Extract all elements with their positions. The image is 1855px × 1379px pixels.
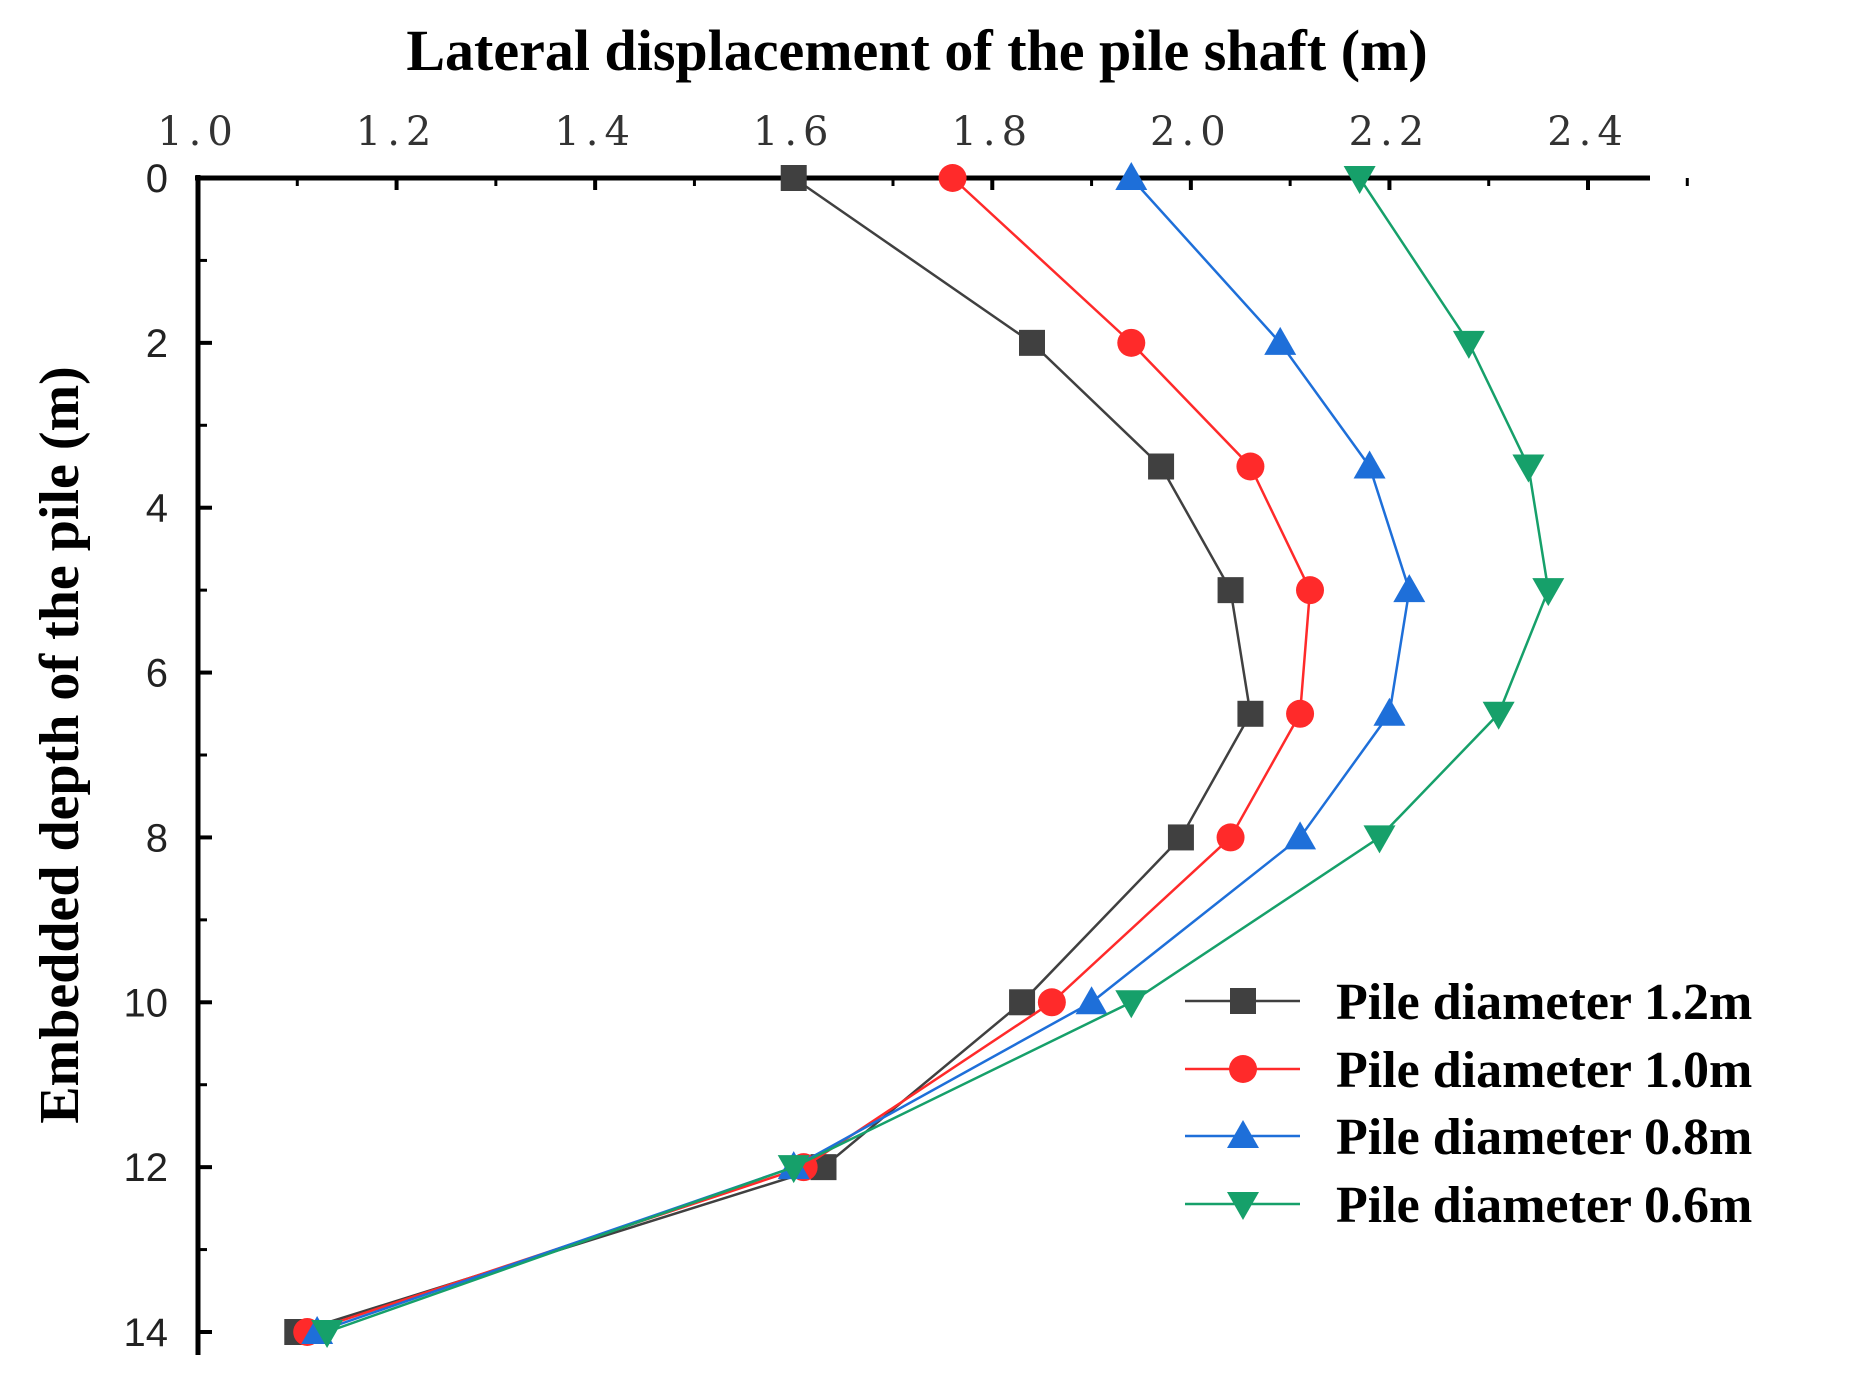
data-point-marker [1343,166,1376,194]
x-tick-label: 1.0 [157,109,239,155]
x-tick-label: 1.2 [356,109,438,155]
data-point-marker [1353,450,1386,479]
y-tick-label: 8 [146,816,168,860]
data-point-marker [1532,578,1565,607]
series-0 [284,165,1264,1345]
y-tick-label: 0 [146,157,168,201]
data-point-marker [1237,700,1264,727]
legend-label: Pile diameter 1.0m [1336,1042,1752,1099]
data-point-marker [1216,823,1245,852]
data-point-marker [1264,326,1297,355]
y-tick-label: 10 [124,981,169,1025]
axis-ticks: 1.0 1.2 1.4 1.6 1.8 2.0 2.2 2.4 0 2 4 6 8 10 12 14 [124,109,1689,1355]
data-point-marker [1512,454,1545,483]
data-point-marker [1217,577,1244,604]
y-axis-title: Embedded depth of the pile (m) [29,366,91,1124]
legend-label: Pile diameter 0.8m [1336,1109,1752,1166]
series-3 [311,166,1565,1348]
series-line [316,177,1411,1334]
legend: Pile diameter 1.2m Pile diameter 1.0m Pile… [1185,974,1752,1234]
data-point-marker [777,1155,810,1184]
series-line [296,176,1252,1334]
data-point-marker [1296,576,1324,605]
legend-item: Pile diameter 0.6m [1185,1177,1752,1234]
legend-marker [1227,1192,1259,1220]
legend-marker [1227,1120,1259,1148]
series-layer [284,162,1565,1348]
data-point-marker [1482,701,1515,730]
x-tick-label: 1.6 [753,109,835,155]
legend-item: Pile diameter 1.2m [1185,974,1752,1031]
data-point-marker [1393,574,1426,603]
legend-label: Pile diameter 0.6m [1336,1177,1752,1234]
y-tick-label: 2 [146,322,168,366]
data-point-marker [780,165,807,191]
data-point-marker [1148,453,1175,480]
data-point-marker [1284,821,1317,850]
legend-label: Pile diameter 1.2m [1336,974,1752,1031]
y-tick-label: 4 [146,487,168,531]
series-2 [301,162,1426,1344]
data-point-marker [1117,328,1146,357]
data-point-marker [1075,986,1108,1015]
x-axis-title: Lateral displacement of the pile shaft (… [406,18,1427,83]
data-point-marker [311,1320,344,1348]
y-tick-label: 14 [124,1311,169,1355]
series-1 [293,164,1324,1346]
data-point-marker [938,164,967,192]
y-tick-label: 6 [146,652,168,696]
x-tick-label: 1.8 [951,109,1033,155]
data-point-marker [1236,452,1265,481]
data-point-marker [1115,990,1148,1019]
data-point-marker [1363,825,1396,854]
data-point-marker [1373,697,1406,726]
y-tick-label: 12 [124,1146,169,1190]
data-point-marker [1009,989,1036,1016]
legend-marker [1229,1055,1257,1083]
legend-marker [1230,988,1256,1014]
data-point-marker [1167,824,1194,851]
x-tick-label: 2.4 [1547,109,1629,155]
x-tick-label: 2.0 [1150,109,1232,155]
legend-item: Pile diameter 0.8m [1185,1109,1752,1166]
x-tick-label: 1.4 [554,109,636,155]
legend-item: Pile diameter 1.0m [1185,1042,1752,1099]
data-point-marker [1452,330,1485,359]
data-point-marker [1019,329,1045,356]
data-point-marker [1115,162,1148,190]
x-tick-label: 2.2 [1349,109,1431,155]
data-point-marker [1286,699,1315,728]
data-point-marker [1037,988,1066,1017]
